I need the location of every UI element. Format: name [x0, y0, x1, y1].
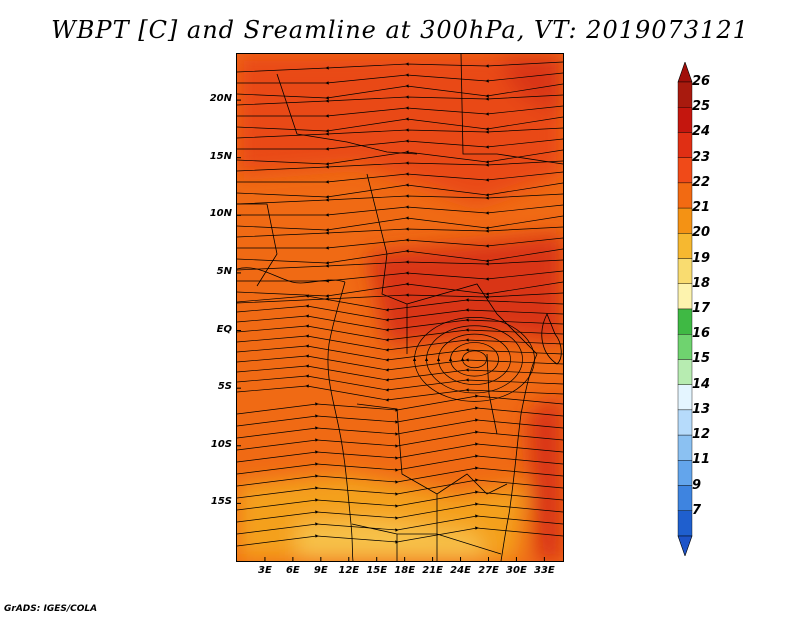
- colorbar-label: 17: [692, 301, 711, 316]
- colorbar-label: 13: [692, 401, 711, 417]
- streamline: [436, 333, 511, 385]
- colorbar-label: 11: [692, 452, 711, 468]
- patch-northeast-hot: [497, 54, 563, 114]
- credit-text: GrADS: IGES/COLA: [4, 604, 98, 614]
- chart-title: WBPT [C] and Sreamline at 300hPa, VT: 20…: [51, 16, 749, 44]
- streamline: [448, 342, 499, 377]
- colorbar-label: 23: [692, 149, 711, 165]
- colorbar-swatch: [677, 132, 693, 158]
- coastline-east-africa: [500, 353, 538, 561]
- colorbar-swatch: [677, 107, 693, 133]
- patch-east-coast-hot: [527, 394, 563, 561]
- lon-tick-label: 12E: [338, 565, 360, 576]
- map-gridlines: [237, 99, 545, 561]
- colorbar-swatch: [677, 283, 693, 310]
- streamline: [237, 83, 563, 100]
- colorbar-swatch: [677, 308, 693, 335]
- streamline: [237, 259, 563, 271]
- lat-tick-label: 10N: [209, 208, 232, 220]
- streamline: [237, 171, 563, 184]
- colorbar-swatch: [677, 434, 693, 461]
- streamline: [237, 149, 563, 166]
- lon-tick-label: 27E: [478, 565, 499, 576]
- streamline: [237, 270, 563, 283]
- colorbar-swatch: [677, 207, 693, 234]
- colorbar-swatch: [677, 258, 693, 284]
- streamline: [237, 72, 563, 85]
- colorbar-swatch: [677, 182, 693, 209]
- colorbar-label: 15: [692, 351, 711, 367]
- streamline: [237, 182, 563, 199]
- lon-tick-label: 3E: [258, 565, 272, 576]
- rift-lake: [486, 353, 498, 435]
- streamline: [237, 105, 563, 118]
- colorbar-swatch: [677, 384, 693, 411]
- colorbar-label: 22: [692, 174, 711, 190]
- lon-tick-label: 24E: [450, 565, 471, 576]
- streamline: [237, 138, 563, 151]
- colorbar-label: 20: [692, 225, 711, 241]
- lon-tick-label: 18E: [394, 565, 416, 576]
- streamline: [237, 160, 563, 172]
- colorbar-label: 7: [692, 502, 702, 518]
- streamline: [237, 193, 563, 205]
- colorbar-swatch: [677, 334, 693, 360]
- colorbar-label: 19: [692, 250, 711, 266]
- lon-tick-label: 6E: [285, 565, 300, 576]
- streamline: [237, 127, 563, 139]
- streamline: [237, 215, 563, 232]
- streamline: [237, 248, 563, 265]
- lat-tick-label: 15S: [210, 496, 232, 508]
- colorbar-label: 9: [692, 477, 702, 493]
- colorbar: [672, 61, 698, 560]
- lon-tick-label: 33E: [533, 565, 555, 576]
- streamlines: [237, 61, 563, 547]
- colorbar-swatch: [677, 157, 693, 184]
- streamline: [237, 204, 563, 217]
- colorbar-label: 25: [692, 99, 711, 115]
- lon-tick-label: 15E: [366, 565, 388, 576]
- colorbar-label: 16: [692, 326, 711, 342]
- colorbar-top-arrow: [677, 61, 693, 83]
- colorbar-swatch: [677, 233, 693, 259]
- lon-tick-label: 30E: [506, 565, 527, 576]
- streamline: [237, 94, 563, 106]
- lon-tick-label: 9E: [313, 565, 328, 576]
- lat-tick-label: 15N: [209, 150, 232, 162]
- streamline: [237, 237, 563, 250]
- colorbar-swatch: [677, 409, 693, 436]
- streamline: [237, 61, 563, 73]
- streamline: [460, 350, 487, 369]
- streamline: [424, 325, 523, 394]
- map-canvas: [237, 54, 563, 561]
- lat-tick-label: 10S: [210, 438, 232, 450]
- colorbar-label: 26: [692, 74, 711, 89]
- lat-tick-label: 5S: [217, 381, 232, 393]
- streamline: [237, 281, 563, 298]
- streamline: [237, 116, 563, 133]
- colorbar-swatch: [677, 510, 693, 537]
- colorbar-label: 21: [692, 200, 711, 216]
- border-west: [237, 203, 278, 287]
- map-plot-area: [236, 53, 564, 562]
- colorbar-swatches: [677, 61, 693, 557]
- lat-tick-label: EQ: [216, 323, 232, 335]
- lat-tick-label: 5N: [216, 265, 232, 277]
- colorbar-label: 12: [692, 427, 711, 443]
- colorbar-label: 18: [692, 275, 711, 291]
- colorbar-label: 14: [692, 376, 711, 392]
- colorbar-swatch: [677, 359, 693, 385]
- colorbar-label: 24: [692, 124, 711, 140]
- lon-tick-label: 21E: [422, 565, 443, 576]
- streamline: [412, 317, 535, 402]
- colorbar-swatch: [677, 460, 693, 486]
- streamline: [237, 226, 563, 238]
- colorbar-bottom-arrow: [677, 535, 693, 557]
- colorbar-swatch: [677, 81, 693, 108]
- colorbar-swatch: [677, 485, 693, 511]
- streamline: [237, 526, 563, 547]
- lat-tick-label: 20N: [209, 93, 232, 105]
